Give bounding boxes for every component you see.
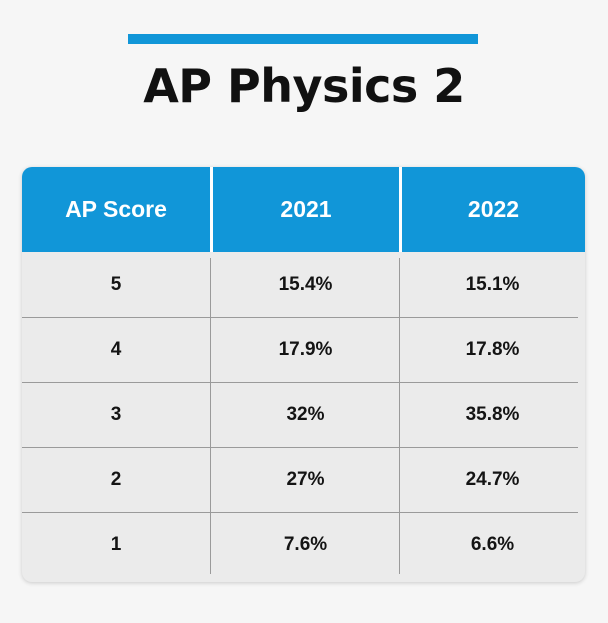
table-row: 1 7.6% 6.6%	[22, 512, 585, 577]
score-cell: 1	[110, 534, 122, 555]
column-divider	[210, 258, 211, 574]
percent-2022-cell: 24.7%	[465, 469, 520, 490]
header-divider	[399, 167, 402, 252]
score-cell: 4	[110, 339, 122, 360]
page-title: AP Physics 2	[143, 59, 465, 113]
percent-2022-cell: 17.8%	[465, 339, 520, 360]
score-distribution-table: AP Score 2021 2022 5 15.4% 15.1% 4 17.9%…	[22, 167, 585, 582]
percent-2022-cell: 35.8%	[465, 404, 520, 425]
row-divider	[22, 447, 578, 448]
score-cell: 2	[110, 469, 122, 490]
row-divider	[22, 512, 578, 513]
percent-2022-cell: 15.1%	[465, 274, 520, 295]
table-row: 2 27% 24.7%	[22, 447, 585, 512]
percent-2021-cell: 15.4%	[278, 274, 333, 295]
table-row: 4 17.9% 17.8%	[22, 317, 585, 382]
title-accent-bar	[128, 34, 478, 44]
header-2021: 2021	[280, 196, 332, 222]
table-row: 5 15.4% 15.1%	[22, 252, 585, 317]
percent-2021-cell: 7.6%	[283, 534, 328, 555]
column-divider	[399, 258, 400, 574]
header-ap-score: AP Score	[65, 196, 167, 222]
table-row: 3 32% 35.8%	[22, 382, 585, 447]
score-cell: 5	[110, 274, 122, 295]
percent-2021-cell: 32%	[286, 404, 325, 425]
header-divider	[210, 167, 213, 252]
table-header-row: AP Score 2021 2022	[22, 167, 585, 252]
row-divider	[22, 317, 578, 318]
score-cell: 3	[110, 404, 122, 425]
percent-2021-cell: 27%	[286, 469, 325, 490]
percent-2022-cell: 6.6%	[470, 534, 515, 555]
header-2022: 2022	[467, 196, 520, 222]
percent-2021-cell: 17.9%	[278, 339, 333, 360]
row-divider	[22, 382, 578, 383]
